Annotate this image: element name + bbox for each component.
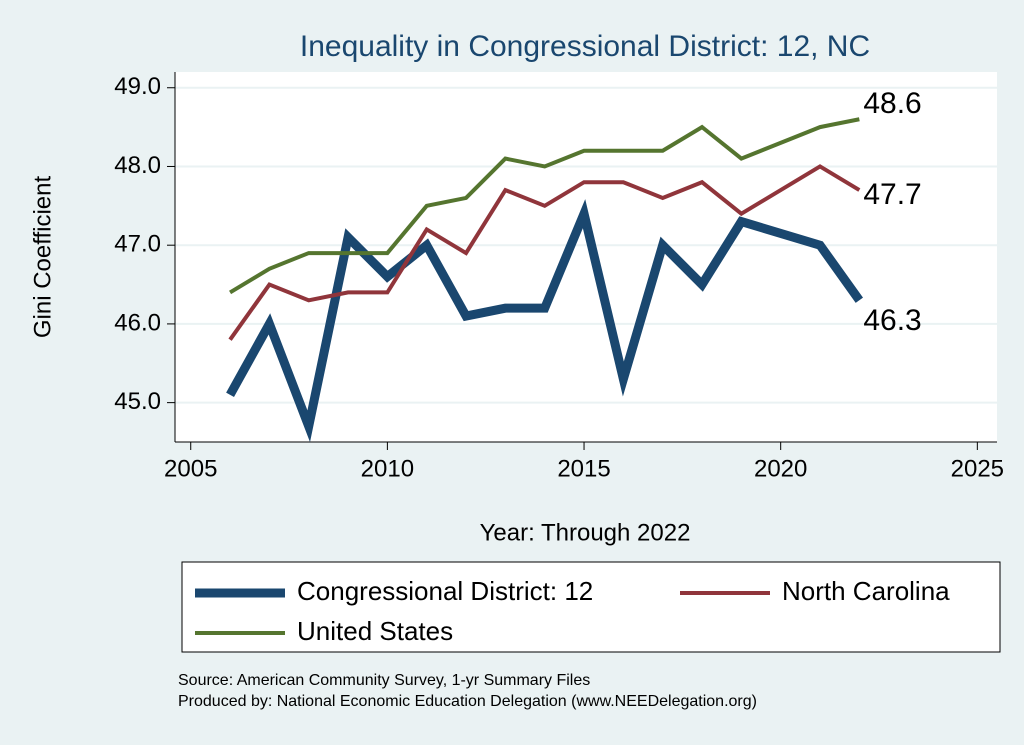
x-tick-label: 2015 <box>557 455 610 482</box>
y-axis-title: Gini Coefficient <box>29 176 56 339</box>
end-label: 47.7 <box>863 178 921 211</box>
source-note: Source: American Community Survey, 1-yr … <box>178 672 590 689</box>
y-tick-label: 46.0 <box>114 309 161 336</box>
x-tick-label: 2010 <box>361 455 414 482</box>
data-line <box>229 117 860 295</box>
x-tick-label: 2005 <box>164 455 217 482</box>
y-tick-label: 48.0 <box>114 152 161 179</box>
chart-title: Inequality in Congressional District: 12… <box>300 30 870 63</box>
data-line <box>226 199 864 443</box>
end-label: 48.6 <box>863 87 921 120</box>
source-note: Produced by: National Economic Education… <box>178 693 757 710</box>
data-line <box>228 164 861 341</box>
legend-label: Congressional District: 12 <box>297 576 593 606</box>
y-tick-label: 49.0 <box>114 73 161 100</box>
legend-box <box>181 561 1001 653</box>
x-tick-label: 2025 <box>951 455 1004 482</box>
legend-label: North Carolina <box>782 576 950 606</box>
y-tick-label: 47.0 <box>114 231 161 258</box>
x-tick-label: 2020 <box>754 455 807 482</box>
plot-area <box>175 72 997 442</box>
y-tick-label: 45.0 <box>114 388 161 415</box>
legend-label: United States <box>297 616 453 646</box>
end-label: 46.3 <box>863 304 921 337</box>
x-axis-title: Year: Through 2022 <box>480 519 691 546</box>
